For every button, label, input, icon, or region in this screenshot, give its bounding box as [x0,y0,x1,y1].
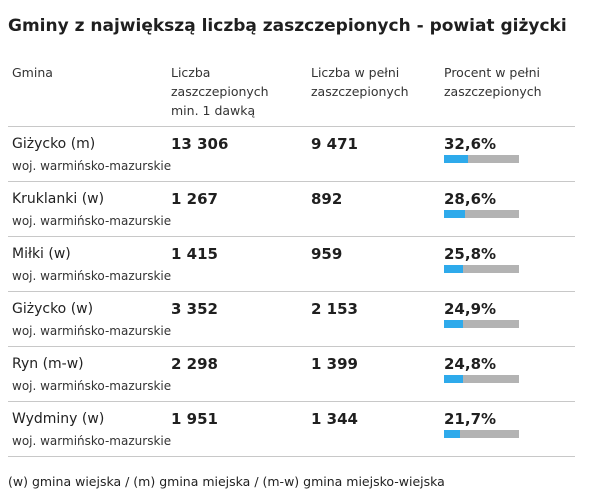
percent-bar-fill [444,155,469,163]
full-value: 959 [311,245,343,263]
full-value: 9 471 [311,135,358,153]
full-value: 1 344 [311,410,358,428]
header-gmina: Gmina [12,65,53,80]
footnote: (w) gmina wiejska / (m) gmina miejska / … [8,474,445,489]
percent-label: 32,6% [444,135,497,153]
row-divider [8,291,575,292]
full-value: 2 153 [311,300,358,318]
row-divider [8,346,575,347]
gmina-region: woj. warmińsko-mazurskie [12,324,172,338]
dose1-value: 13 306 [171,135,229,153]
percent-bar-track [444,375,519,383]
header-dose1-line: min. 1 dawką [171,103,256,118]
percent-bar-fill [444,375,463,383]
dose1-value: 1 415 [171,245,218,263]
percent-bar-track [444,320,519,328]
percent-label: 24,9% [444,300,497,318]
gmina-region: woj. warmińsko-mazurskie [12,159,172,173]
header-percent: Procent w pełni zaszczepionych [444,63,542,101]
gmina-region: woj. warmińsko-mazurskie [12,214,172,228]
gmina-region: woj. warmińsko-mazurskie [12,434,172,448]
full-value: 892 [311,190,343,208]
header-percent-line: zaszczepionych [444,84,542,99]
row-divider [8,456,575,457]
row-divider [8,236,575,237]
percent-bar-fill [444,265,464,273]
percent-bar-fill [444,320,463,328]
percent-label: 21,7% [444,410,497,428]
percent-bar-track [444,265,519,273]
header-full: Liczba w pełni zaszczepionych [311,63,409,101]
chart-title: Gminy z największą liczbą zaszczepionych… [8,16,567,36]
dose1-value: 3 352 [171,300,218,318]
header-full-line: zaszczepionych [311,84,409,99]
gmina-name: Wydminy (w) [12,411,105,427]
gmina-name: Ryn (m-w) [12,356,84,372]
percent-bar-fill [444,430,461,438]
gmina-name: Giżycko (w) [12,301,94,317]
row-divider [8,181,575,182]
header-dose1: Liczba zaszczepionych min. 1 dawką [171,63,269,120]
row-divider [8,401,575,402]
gmina-region: woj. warmińsko-mazurskie [12,379,172,393]
gmina-region: woj. warmińsko-mazurskie [12,269,172,283]
percent-label: 25,8% [444,245,497,263]
dose1-value: 2 298 [171,355,218,373]
gmina-name: Miłki (w) [12,246,71,262]
header-percent-line: Procent w pełni [444,65,540,80]
percent-label: 28,6% [444,190,497,208]
dose1-value: 1 267 [171,190,218,208]
percent-bar-track [444,210,519,218]
header-dose1-line: zaszczepionych [171,84,269,99]
full-value: 1 399 [311,355,358,373]
header-dose1-line: Liczba [171,65,211,80]
percent-bar-track [444,155,519,163]
percent-bar-fill [444,210,466,218]
gmina-name: Kruklanki (w) [12,191,105,207]
dose1-value: 1 951 [171,410,218,428]
row-divider [8,126,575,127]
percent-bar-track [444,430,519,438]
percent-label: 24,8% [444,355,497,373]
gmina-name: Giżycko (m) [12,136,96,152]
header-full-line: Liczba w pełni [311,65,400,80]
